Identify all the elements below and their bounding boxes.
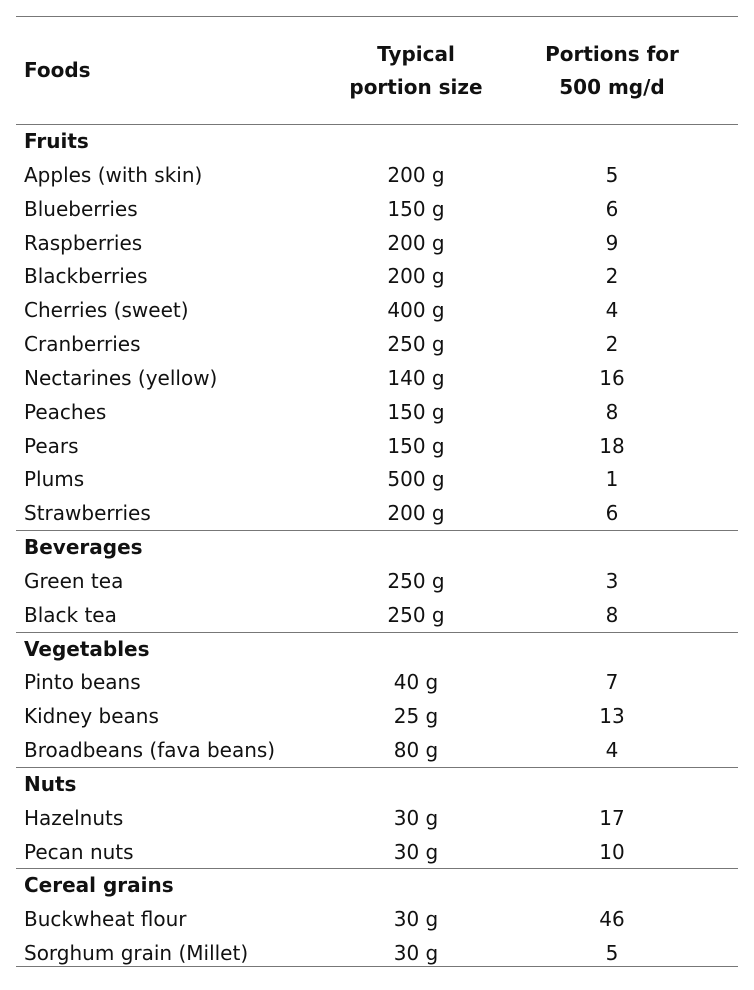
food-name: Plums xyxy=(24,467,85,492)
cell: 30 g xyxy=(393,907,439,932)
cell: 30 g xyxy=(393,839,439,864)
food-name: Apples (with skin) xyxy=(24,162,203,187)
food-name: Cranberries xyxy=(24,332,141,357)
cell: 30 g xyxy=(393,805,439,830)
cell: 7 xyxy=(605,670,619,695)
cell: 30 g xyxy=(393,941,439,966)
food-name: Pecan nuts xyxy=(24,839,134,864)
rule xyxy=(16,124,738,125)
food-name: Pears xyxy=(24,433,79,458)
cell: 16 xyxy=(599,365,625,390)
cell: 250 g xyxy=(387,602,445,627)
column-header: portion size xyxy=(349,74,483,99)
cell: 3 xyxy=(605,568,619,593)
cell: 150 g xyxy=(387,399,445,424)
food-name: Green tea xyxy=(24,568,124,593)
column-header: Foods xyxy=(24,58,91,82)
cell: 500 g xyxy=(387,467,445,492)
rule xyxy=(16,868,738,870)
cell: 200 g xyxy=(387,501,445,526)
cell: 9 xyxy=(605,230,619,255)
food-name: Buckwheat flour xyxy=(24,907,187,932)
cell: 25 g xyxy=(393,704,439,729)
food-name: Sorghum grain (Millet) xyxy=(24,941,249,966)
column-header: Typical xyxy=(377,41,455,66)
cell: 46 xyxy=(599,907,625,932)
cell: 6 xyxy=(605,501,619,526)
cell: 400 g xyxy=(387,298,445,323)
cell: 5 xyxy=(605,162,619,187)
cell: 2 xyxy=(605,264,619,289)
rule xyxy=(16,631,738,633)
cell: 80 g xyxy=(393,738,439,763)
food-name: Kidney beans xyxy=(24,704,159,729)
cell: 150 g xyxy=(387,196,445,221)
cell: 1 xyxy=(605,467,619,492)
rule xyxy=(16,966,738,967)
cell: 6 xyxy=(605,196,619,221)
column-header: 500 mg/d xyxy=(559,74,665,99)
food-name: Cherries (sweet) xyxy=(24,298,189,323)
cell: 200 g xyxy=(387,230,445,255)
section-title: Nuts xyxy=(24,771,77,796)
cell: 5 xyxy=(605,941,619,966)
cell: 17 xyxy=(599,805,625,830)
cell: 200 g xyxy=(387,162,445,187)
food-name: Hazelnuts xyxy=(24,805,124,830)
food-name: Blackberries xyxy=(24,264,148,289)
cell: 40 g xyxy=(393,670,439,695)
food-name: Nectarines (yellow) xyxy=(24,365,218,390)
food-name: Blueberries xyxy=(24,196,138,221)
rule xyxy=(16,530,738,532)
section-title: Beverages xyxy=(24,535,143,560)
section-title: Fruits xyxy=(24,129,89,153)
food-name: Peaches xyxy=(24,399,107,424)
cell: 10 xyxy=(599,839,625,864)
section-title: Vegetables xyxy=(24,636,150,661)
food-name: Broadbeans (fava beans) xyxy=(24,738,276,763)
cell: 250 g xyxy=(387,332,445,357)
food-name: Pinto beans xyxy=(24,670,141,695)
food-name: Raspberries xyxy=(24,230,143,255)
cell: 18 xyxy=(599,433,625,458)
column-header: Portions for xyxy=(545,41,679,66)
food-name: Black tea xyxy=(24,602,117,627)
rule xyxy=(16,766,738,768)
cell: 250 g xyxy=(387,568,445,593)
cell: 140 g xyxy=(387,365,445,390)
cell: 4 xyxy=(605,298,619,323)
cell: 13 xyxy=(599,704,625,729)
rule xyxy=(16,16,738,17)
cell: 150 g xyxy=(387,433,445,458)
section-title: Cereal grains xyxy=(24,873,174,898)
cell: 2 xyxy=(605,332,619,357)
cell: 8 xyxy=(605,399,619,424)
cell: 8 xyxy=(605,602,619,627)
cell: 200 g xyxy=(387,264,445,289)
food-name: Strawberries xyxy=(24,501,151,526)
cell: 4 xyxy=(605,738,619,763)
